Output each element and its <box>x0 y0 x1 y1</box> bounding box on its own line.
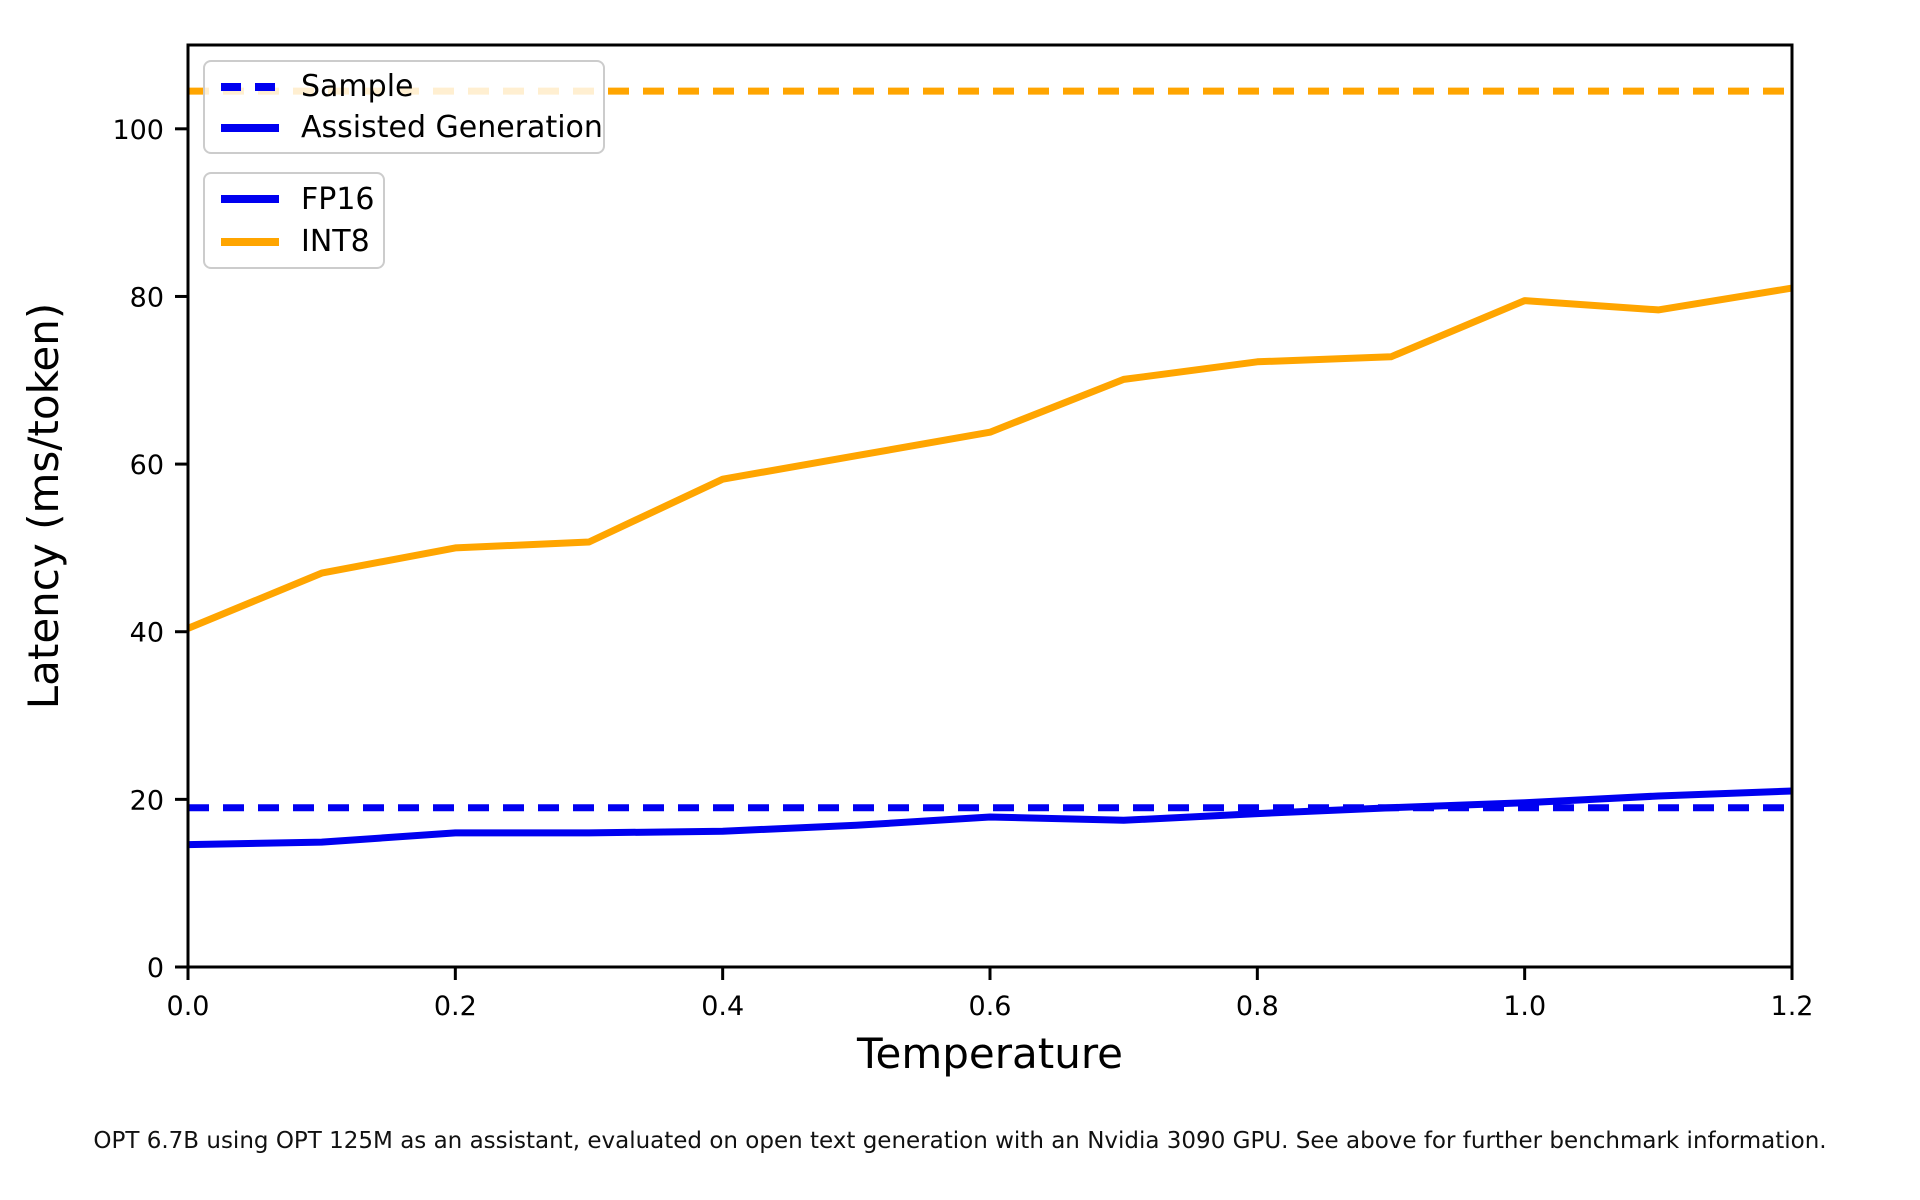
series-layer <box>186 87 1793 849</box>
y-tick-label: 60 <box>130 450 164 481</box>
series-line-int8-assisted-generation <box>186 284 1793 632</box>
fp16-line-key-icon <box>221 195 279 204</box>
int8-line-key-icon <box>221 237 279 246</box>
x-axis-label: Temperature <box>856 1029 1123 1078</box>
assisted-generation-solid-line-key-icon <box>221 123 279 132</box>
x-tick-label: 0.6 <box>969 991 1012 1022</box>
x-tick-label: 0.2 <box>434 991 477 1022</box>
y-tick-label: 40 <box>130 618 164 649</box>
legend-row-assisted-generation: Assisted Generation <box>205 107 603 148</box>
y-tick-label: 80 <box>130 282 164 313</box>
axes-frame <box>186 43 1794 969</box>
y-tick-label: 0 <box>147 953 164 984</box>
y-tick-label: 20 <box>130 785 164 816</box>
legend-label-fp16: FP16 <box>301 181 375 217</box>
axes-layer: 0.0 0.2 0.4 0.6 0.8 1.0 1.2 0 20 40 60 80 100 <box>112 43 1814 1022</box>
sample-dashed-line-key-icon <box>221 82 279 91</box>
x-tick-label: 1.0 <box>1503 991 1546 1022</box>
legend-label-int8: INT8 <box>301 224 370 260</box>
legend-precision: FP16 INT8 <box>203 172 385 269</box>
x-tick-label: 0.4 <box>701 991 744 1022</box>
series-line-fp16-assisted-generation <box>187 787 1793 849</box>
legend-row-sample: Sample <box>205 66 603 107</box>
x-tick-label: 0.0 <box>167 991 210 1022</box>
x-tick-label: 1.2 <box>1771 991 1814 1022</box>
legend-label-assisted-generation: Assisted Generation <box>301 110 603 145</box>
y-axis-label: Latency (ms/token) <box>19 303 68 710</box>
legend-row-int8: INT8 <box>205 221 383 264</box>
x-tick-label: 0.8 <box>1236 991 1279 1022</box>
legend-generation-method: Sample Assisted Generation <box>203 60 605 154</box>
y-tick-label: 100 <box>112 115 164 146</box>
legend-row-fp16: FP16 <box>205 178 383 221</box>
legend-label-sample: Sample <box>301 69 414 104</box>
figure-caption: OPT 6.7B using OPT 125M as an assistant,… <box>93 1128 1827 1154</box>
